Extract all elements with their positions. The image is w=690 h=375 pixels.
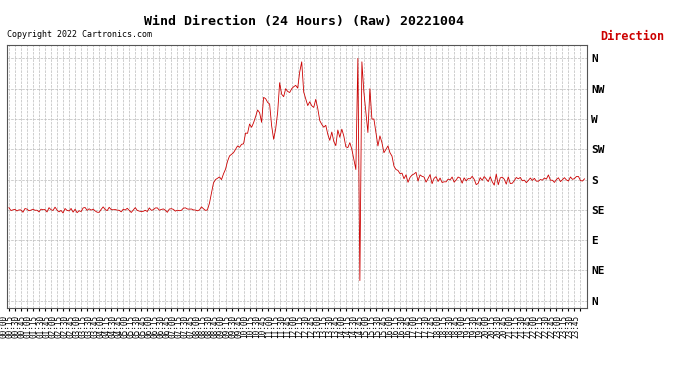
- Text: Copyright 2022 Cartronics.com: Copyright 2022 Cartronics.com: [7, 30, 152, 39]
- Text: Wind Direction (24 Hours) (Raw) 20221004: Wind Direction (24 Hours) (Raw) 20221004: [144, 15, 464, 28]
- Text: Direction: Direction: [600, 30, 664, 43]
